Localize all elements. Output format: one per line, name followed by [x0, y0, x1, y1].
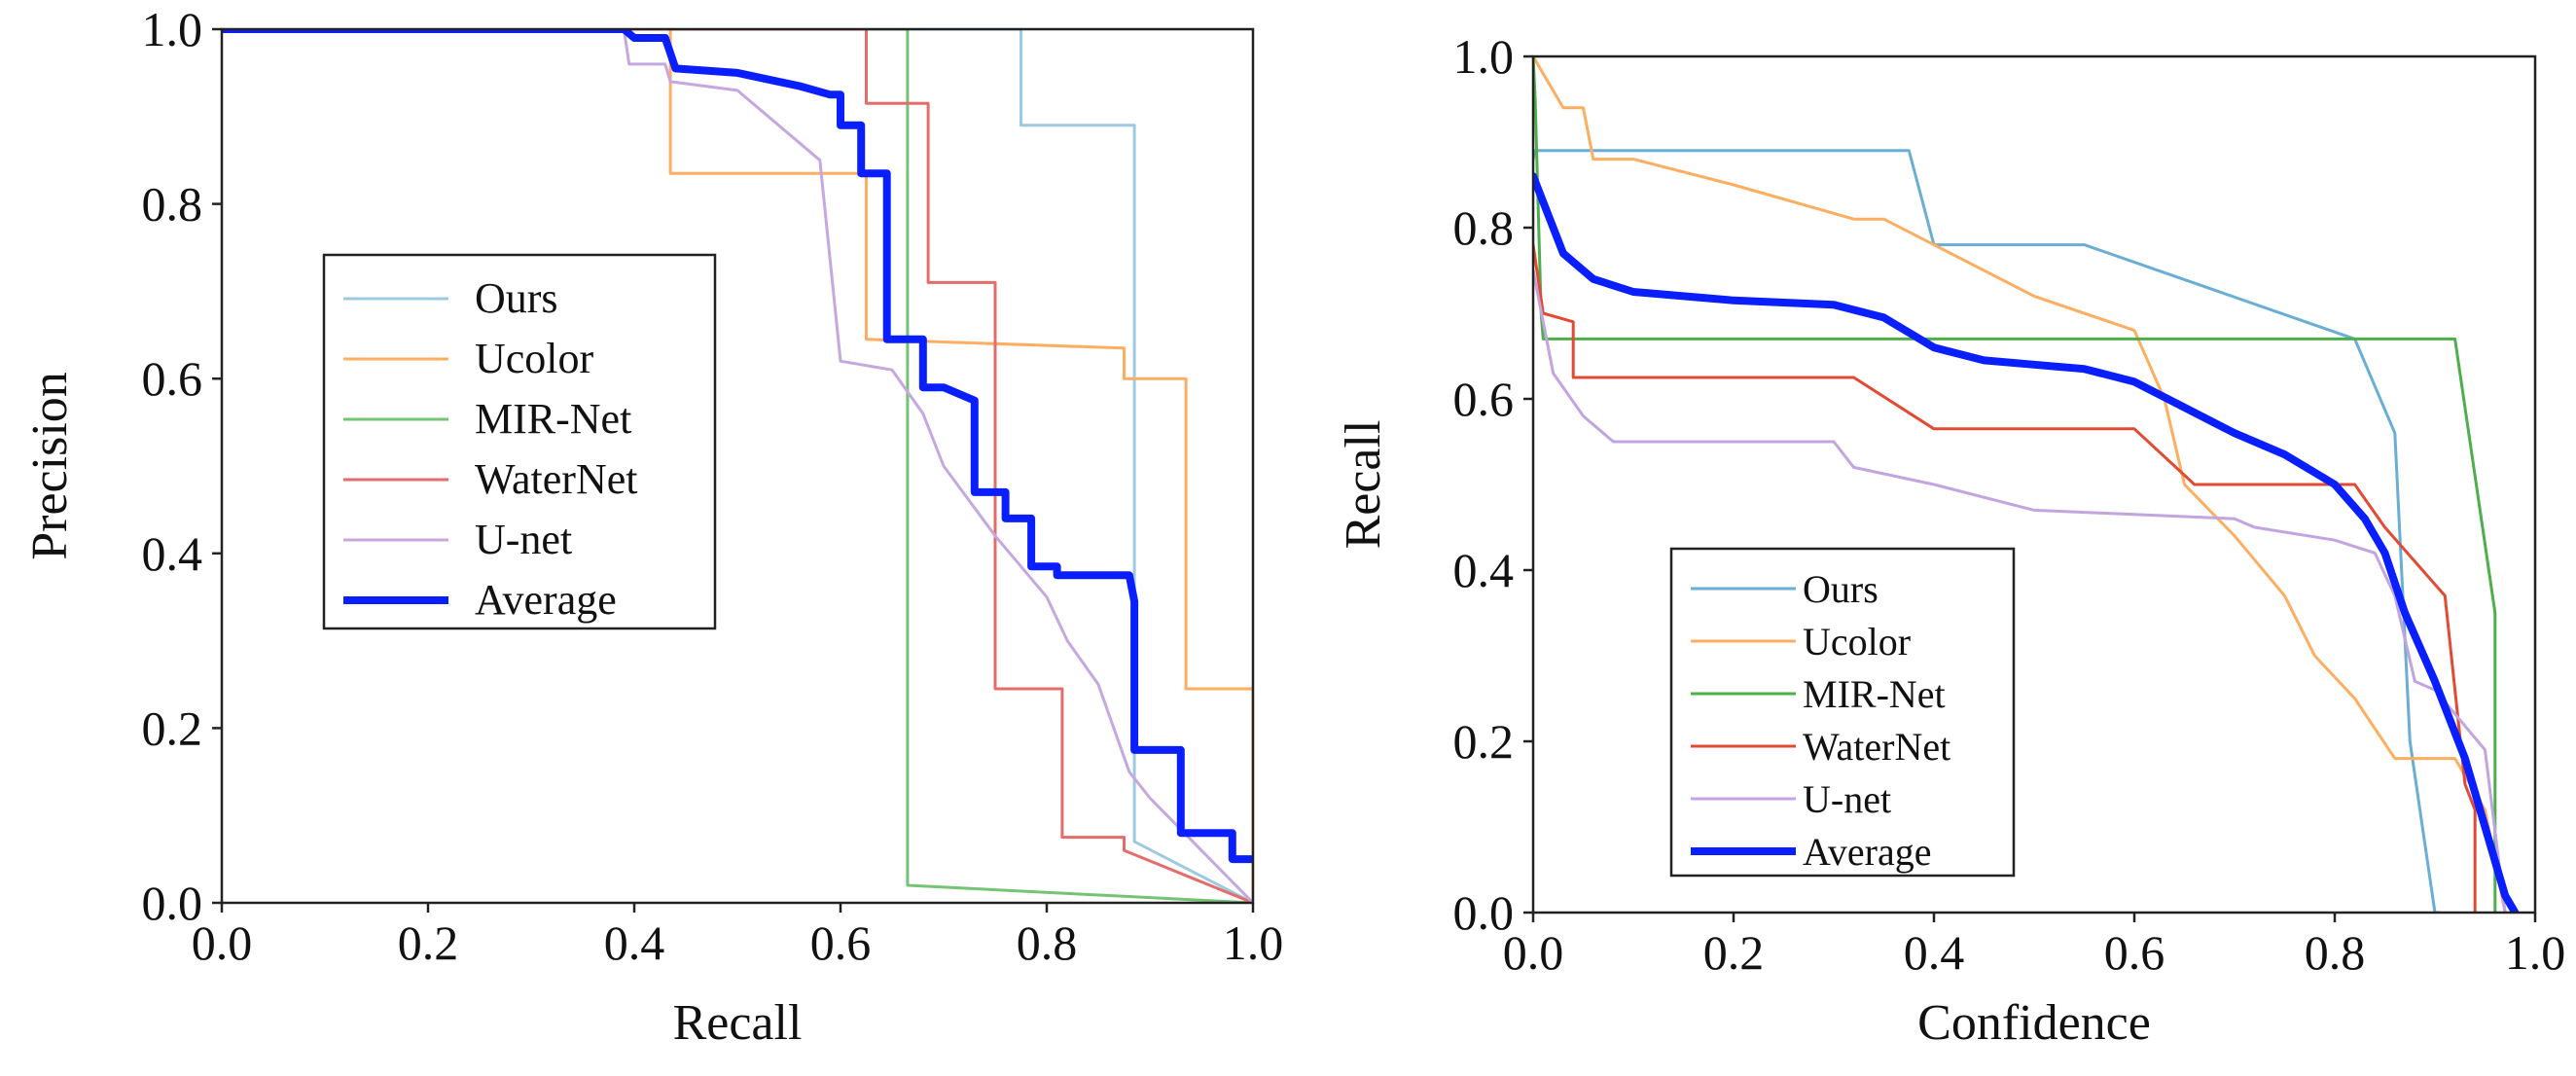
right-legend-label: WaterNet [1803, 725, 1950, 769]
left-x-tick-label: 1.0 [1223, 915, 1284, 970]
left-y-tick-label: 0.6 [142, 351, 203, 406]
right-y-axis-title: Recall [1336, 420, 1391, 550]
right-y-tick-label: 0.0 [1453, 885, 1515, 940]
right-y-tick-label: 1.0 [1453, 29, 1515, 84]
left-x-tick-label: 0.8 [1017, 915, 1078, 970]
right-y-tick-label: 0.8 [1453, 200, 1515, 255]
right-legend-label: U-net [1803, 777, 1891, 821]
right-series-u-net [1533, 269, 2507, 913]
left-y-axis-title: Precision [22, 372, 78, 560]
left-legend: Ours Ucolor MIR-Net WaterNet U-net Average [322, 253, 717, 630]
left-series-waternet [222, 29, 1253, 903]
right-x-tick-label: 0.4 [1904, 925, 1965, 980]
left-series-ucolor [222, 29, 1253, 903]
right-y-tick-label: 0.2 [1453, 714, 1515, 769]
right-legend-label: MIR-Net [1803, 672, 1946, 716]
recall-confidence-chart: 0.0 0.2 0.4 0.6 0.8 1.0 0.0 0.2 0.4 0.6 0.8 1.0 Conf… [1336, 29, 2565, 1051]
right-series-ours [1533, 149, 2442, 913]
right-x-axis-title: Confidence [1917, 995, 2151, 1051]
right-series-group [1533, 56, 2520, 913]
left-legend-box [322, 253, 717, 630]
left-x-tick-label: 0.4 [604, 915, 665, 970]
right-x-tick-label: 0.0 [1503, 925, 1564, 980]
right-x-tick-label: 0.6 [2104, 925, 2165, 980]
left-series-group [222, 29, 1253, 903]
left-series-u-net [222, 29, 1253, 903]
right-legend: Ours Ucolor MIR-Net WaterNet U-net Average [1669, 547, 2016, 878]
right-legend-label: Ours [1803, 567, 1878, 611]
left-y-tick-label: 0.0 [142, 876, 203, 930]
left-series-average [222, 29, 1253, 864]
left-y-tick-label: 1.0 [142, 2, 203, 56]
left-legend-label: WaterNet [475, 455, 637, 503]
right-series-mir-net [1533, 56, 2497, 913]
right-series-ucolor [1533, 56, 2507, 913]
right-legend-label: Ucolor [1803, 620, 1911, 664]
left-y-tick-label: 0.4 [142, 526, 203, 581]
right-legend-label: Average [1803, 830, 1932, 874]
left-series-mir-net [222, 29, 1253, 903]
right-legend-box [1669, 547, 2016, 878]
left-legend-label: U-net [475, 516, 572, 563]
left-legend-label: Ucolor [475, 335, 594, 382]
left-x-tick-label: 0.0 [192, 915, 253, 970]
left-x-axis-title: Recall [673, 995, 803, 1051]
right-x-tick-label: 0.8 [2305, 925, 2366, 980]
left-plot-frame [220, 27, 1255, 905]
left-legend-label: MIR-Net [475, 395, 631, 443]
left-legend-label: Average [475, 576, 617, 624]
left-series-ours [222, 29, 1253, 903]
precision-recall-chart: 0.0 0.2 0.4 0.6 0.8 1.0 0.0 0.2 0.4 0.6 0.8 1.0 Reca… [22, 2, 1283, 1051]
right-y-tick-label: 0.4 [1453, 543, 1515, 597]
right-plot-frame [1531, 54, 2537, 915]
left-y-tick-label: 0.2 [142, 700, 203, 755]
right-x-tick-label: 0.2 [1703, 925, 1765, 980]
left-legend-label: Ours [475, 274, 558, 322]
right-series-average [1533, 172, 2520, 913]
right-x-tick-label: 1.0 [2505, 925, 2566, 980]
left-x-tick-label: 0.6 [810, 915, 872, 970]
left-y-tick-label: 0.8 [142, 177, 203, 232]
left-x-tick-label: 0.2 [398, 915, 459, 970]
right-y-tick-label: 0.6 [1453, 372, 1515, 426]
